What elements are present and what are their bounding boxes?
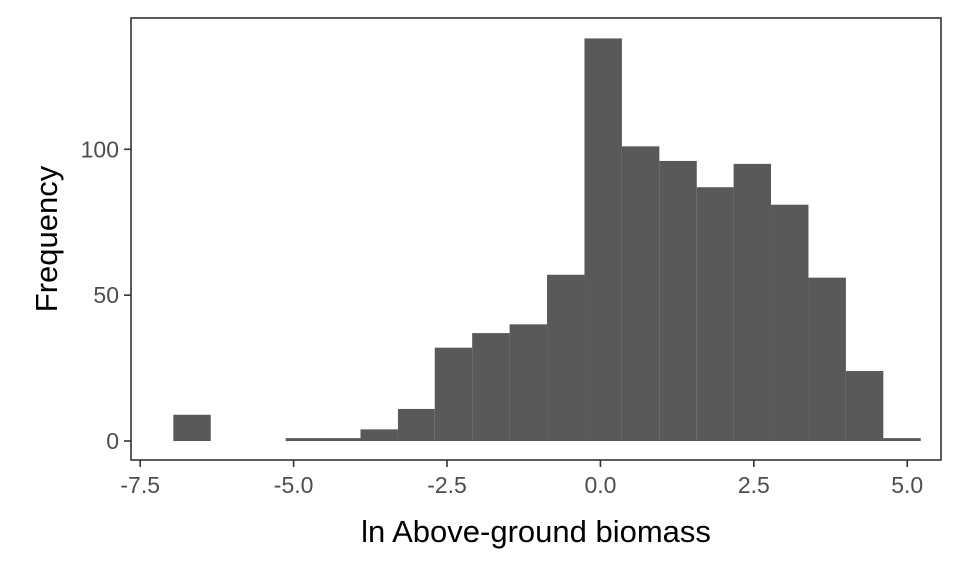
histogram-bar (285, 438, 324, 442)
x-tick-label: 5.0 (891, 472, 923, 498)
histogram-bar (696, 187, 734, 442)
y-axis: 0 50 100 (81, 136, 131, 454)
x-tick-label: 2.5 (738, 472, 770, 498)
y-axis-title: Frequency (29, 165, 64, 312)
histogram-bar (771, 204, 809, 442)
x-axis-title: ln Above-ground biomass (361, 514, 711, 549)
histogram-bar (659, 160, 697, 442)
x-tick-label: -2.5 (427, 472, 467, 498)
y-tick-label: 100 (81, 136, 119, 162)
panel-border (130, 17, 942, 461)
histogram-bar (472, 333, 510, 442)
histogram-bar (733, 163, 772, 442)
histogram-bar (434, 347, 473, 442)
y-tick-label: 50 (93, 282, 119, 308)
x-tick-label: -5.0 (274, 472, 314, 498)
histogram-bar (584, 38, 622, 442)
histogram-bar (883, 438, 921, 442)
histogram-bar (621, 146, 660, 442)
histogram-bar (509, 324, 548, 442)
histogram-bar (173, 414, 211, 442)
x-tick-label: -7.5 (120, 472, 160, 498)
y-tick-label: 0 (106, 428, 119, 454)
x-tick-label: 0.0 (584, 472, 616, 498)
histogram-bar (323, 438, 361, 442)
histogram-bar (360, 429, 398, 442)
histogram-bars (173, 38, 921, 442)
x-axis: -7.5 -5.0 -2.5 0.0 2.5 5.0 (120, 460, 923, 498)
histogram-bar (547, 274, 585, 442)
histogram-bar (845, 371, 884, 442)
histogram-bar (808, 277, 846, 442)
histogram-bar (397, 408, 435, 442)
